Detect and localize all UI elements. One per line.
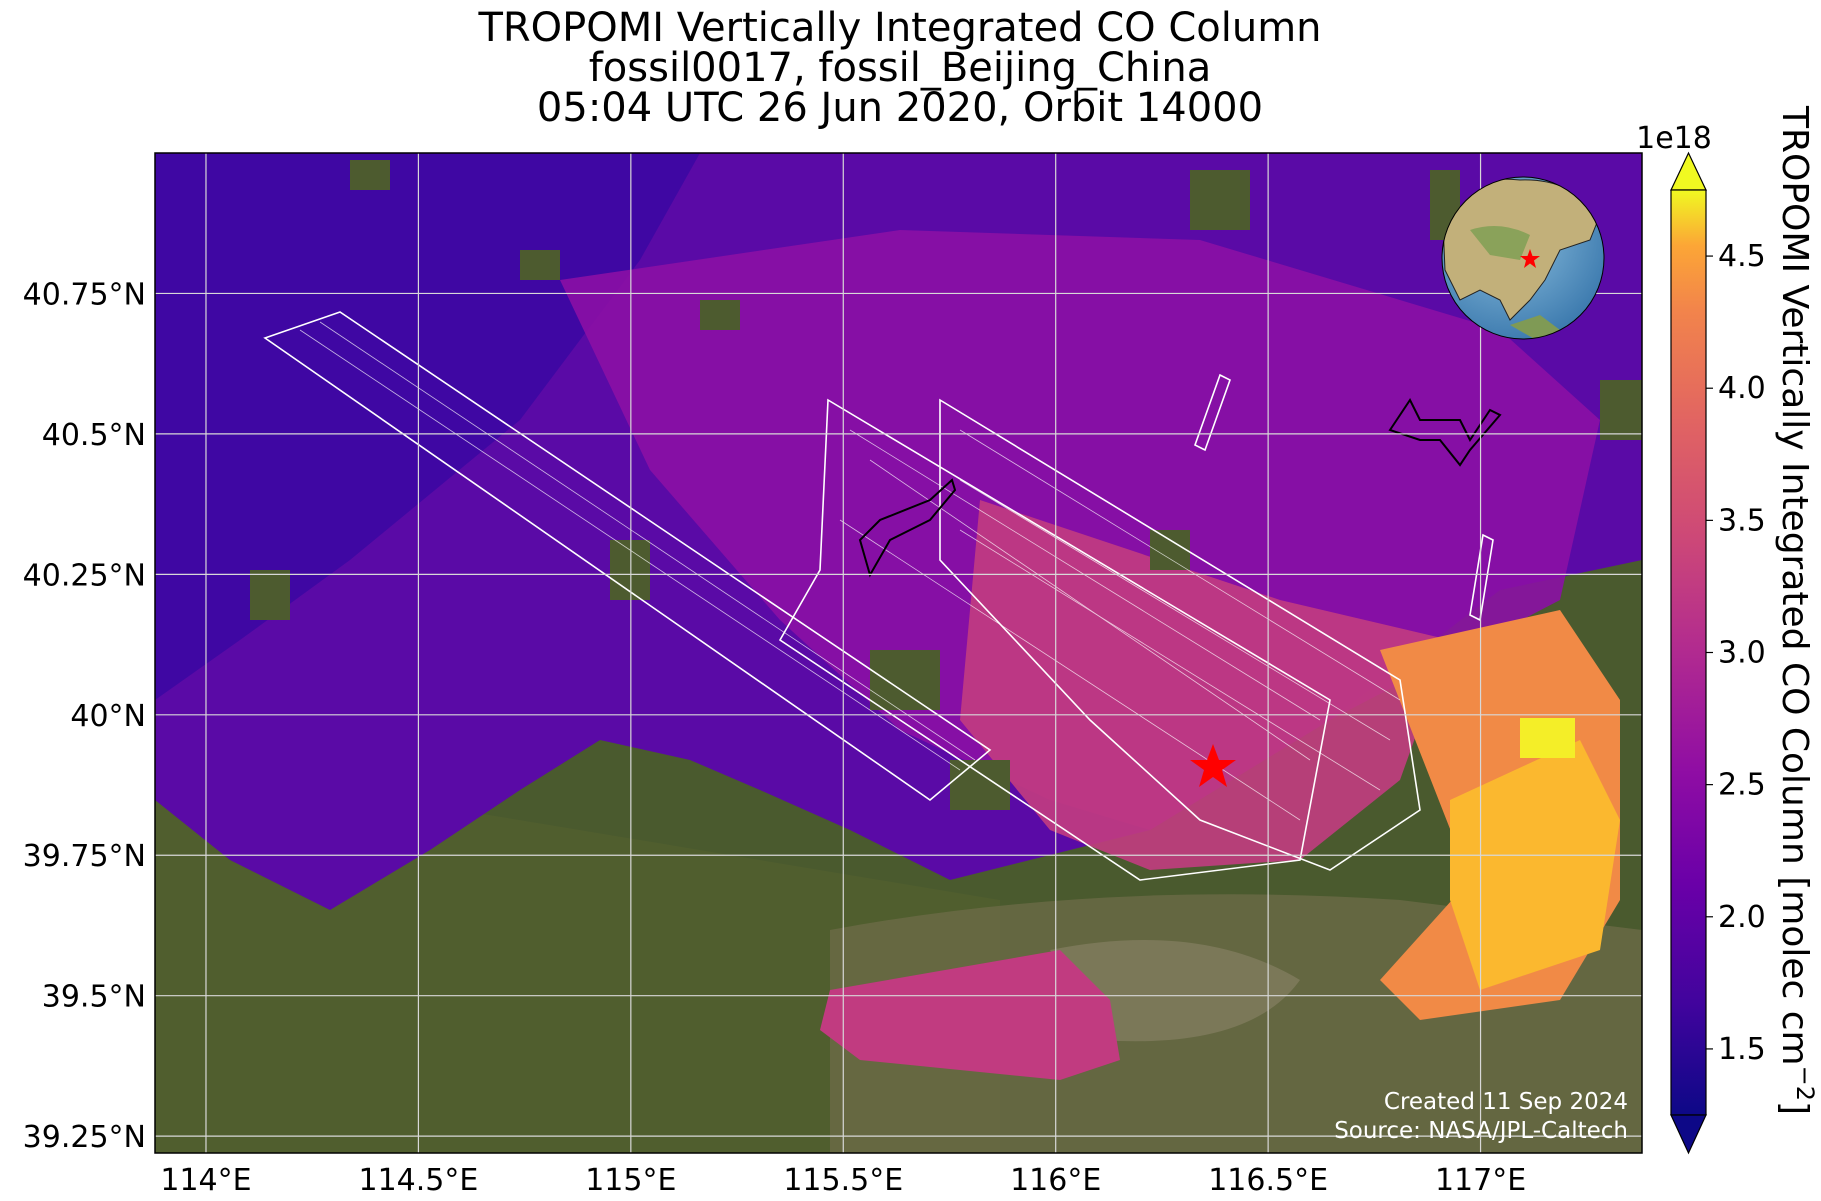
map-title-line1: TROPOMI Vertically Integrated CO Column: [478, 5, 1322, 51]
globe-landmass: [1470, 226, 1530, 260]
footer-source-text: Source: NASA/JPL-Caltech: [1334, 1118, 1628, 1144]
lon-tick-label: 114°E: [160, 1163, 251, 1198]
inset-globe: [1441, 176, 1605, 340]
lon-tick-label: 115.5°E: [783, 1163, 903, 1198]
lat-tick-label: 40.75°N: [23, 277, 146, 312]
swath-gap: [1600, 380, 1642, 440]
lon-tick-label: 117°E: [1435, 1163, 1526, 1198]
colorbar-extend-bottom: [1670, 1114, 1707, 1155]
co-swath-west-blue: [155, 153, 700, 700]
footer-created-text: Created 11 Sep 2024: [1384, 1089, 1628, 1115]
colorbar-tick-label: 4.0: [1718, 371, 1766, 406]
lat-tick-label: 40.5°N: [42, 418, 146, 453]
lon-tick-label: 115°E: [585, 1163, 676, 1198]
plume-outline-center: [778, 398, 1331, 881]
colorbar-tick-label: 2.5: [1718, 768, 1766, 803]
swath-gap: [520, 250, 560, 280]
swath-gap: [950, 760, 1010, 810]
colorbar-tick-label: 4.5: [1718, 239, 1766, 274]
colorbar-tick-label: 1.5: [1718, 1032, 1766, 1067]
swath-gap: [1190, 170, 1250, 230]
lon-tick-label: 116°E: [1010, 1163, 1101, 1198]
lat-tick-label: 39.75°N: [23, 839, 146, 874]
lat-tick-label: 39.25°N: [23, 1120, 146, 1155]
co-max-pixel: [1520, 718, 1575, 758]
lat-tick-label: 40.25°N: [23, 558, 146, 593]
co-swath-east-max: [1450, 740, 1620, 990]
boundary-line: [1388, 398, 1502, 467]
swath-gap: [1150, 530, 1190, 570]
map-title-line2: fossil0017, fossil_Beijing_China: [588, 45, 1212, 91]
boundary-line: [858, 478, 957, 578]
swath-gap: [250, 570, 290, 620]
colorbar-tick-label: 3.5: [1718, 503, 1766, 538]
colorbar-extend-top: [1670, 151, 1707, 191]
lon-tick-label: 114.5°E: [358, 1163, 478, 1198]
latitude-axis: 40.75°N 40.5°N 40.25°N 40°N 39.75°N 39.5°N 39.…: [23, 277, 146, 1155]
colorbar-ticks: 1.5 2.0 2.5 3.0 3.5 4.0 4.5: [1706, 239, 1766, 1067]
map-gridlines: [155, 153, 1642, 1153]
longitude-axis: 114°E 114.5°E 115°E 115.5°E 116°E 116.5°E 117°…: [160, 1163, 1526, 1198]
colorbar-tick-label: 3.0: [1718, 636, 1766, 671]
target-star-marker: [1190, 744, 1236, 787]
lat-tick-label: 40°N: [70, 699, 146, 734]
colorbar-tick-label: 2.0: [1718, 900, 1766, 935]
colorbar: 1e18 1.5 2.0 2.5 3.0 3.5 4.0 4.5 TROPOMI Verti…: [1636, 105, 1819, 1155]
colorbar-multiplier: 1e18: [1636, 121, 1712, 156]
map-plot-area: Created 11 Sep 2024 Source: NASA/JPL-Cal…: [155, 153, 1642, 1153]
swath-gap: [870, 650, 940, 710]
map-title-line3: 05:04 UTC 26 Jun 2020, Orbit 14000: [536, 85, 1264, 131]
colorbar-gradient: [1670, 189, 1707, 1116]
globe-star-marker: [1520, 249, 1540, 268]
plume-grid-hatching: [299, 321, 1401, 821]
colorbar-label: TROPOMI Vertically Integrated CO Column …: [1774, 105, 1819, 1115]
swath-gap: [350, 160, 390, 190]
plume-outline-strip: [1194, 373, 1231, 452]
map-frame: [154, 152, 1643, 1154]
swath-gap: [700, 300, 740, 330]
plume-outline-east: [939, 398, 1421, 871]
co-swath-plume: [960, 500, 1450, 870]
co-south-patch: [820, 950, 1120, 1080]
lon-tick-label: 116.5°E: [1208, 1163, 1328, 1198]
lat-tick-label: 39.5°N: [42, 980, 146, 1015]
plume-outline-west: [263, 311, 992, 802]
